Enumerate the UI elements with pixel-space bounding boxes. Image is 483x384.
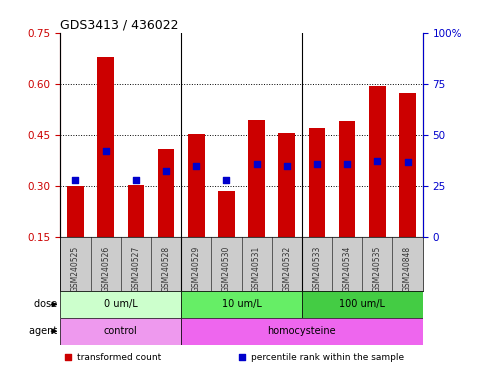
Text: control: control: [104, 326, 138, 336]
Text: percentile rank within the sample: percentile rank within the sample: [251, 353, 404, 362]
Point: [253, 161, 260, 167]
Bar: [309, 128, 325, 237]
Point: [283, 163, 291, 169]
Point: [404, 159, 412, 166]
Bar: [279, 133, 295, 237]
Text: GSM240533: GSM240533: [313, 245, 322, 292]
Bar: [181, 291, 302, 318]
Point: [71, 177, 79, 184]
Point: [102, 148, 110, 154]
Bar: [181, 318, 423, 344]
Text: agent: agent: [29, 326, 60, 336]
Text: transformed count: transformed count: [77, 353, 161, 362]
Text: 0 um/L: 0 um/L: [104, 300, 138, 310]
Text: GSM240525: GSM240525: [71, 245, 80, 292]
Text: GSM240530: GSM240530: [222, 245, 231, 292]
Text: 100 um/L: 100 um/L: [339, 300, 385, 310]
Text: GSM240534: GSM240534: [342, 245, 352, 292]
Text: GSM240848: GSM240848: [403, 245, 412, 291]
Bar: [60, 291, 181, 318]
Point: [373, 157, 381, 164]
Text: GSM240535: GSM240535: [373, 245, 382, 292]
Bar: [188, 134, 204, 237]
Bar: [399, 93, 416, 237]
Text: GSM240531: GSM240531: [252, 245, 261, 292]
Bar: [128, 185, 144, 237]
Point: [162, 168, 170, 174]
Bar: [369, 86, 385, 237]
Text: 10 um/L: 10 um/L: [222, 300, 261, 310]
Point: [313, 161, 321, 167]
Bar: [67, 185, 84, 237]
Bar: [218, 191, 235, 237]
Bar: [302, 291, 423, 318]
Bar: [60, 318, 181, 344]
Text: GDS3413 / 436022: GDS3413 / 436022: [60, 18, 179, 31]
Text: GSM240529: GSM240529: [192, 245, 201, 292]
Bar: [248, 120, 265, 237]
Text: GSM240527: GSM240527: [131, 245, 141, 292]
Text: GSM240526: GSM240526: [101, 245, 110, 292]
Bar: [98, 57, 114, 237]
Text: GSM240528: GSM240528: [161, 245, 170, 291]
Point: [303, 185, 311, 191]
Bar: [158, 149, 174, 237]
Text: dose: dose: [34, 300, 60, 310]
Point: [132, 177, 140, 184]
Text: GSM240532: GSM240532: [282, 245, 291, 292]
Point: [192, 163, 200, 169]
Point: [223, 177, 230, 184]
Text: homocysteine: homocysteine: [268, 326, 336, 336]
Point: [343, 161, 351, 167]
Bar: [339, 121, 355, 237]
